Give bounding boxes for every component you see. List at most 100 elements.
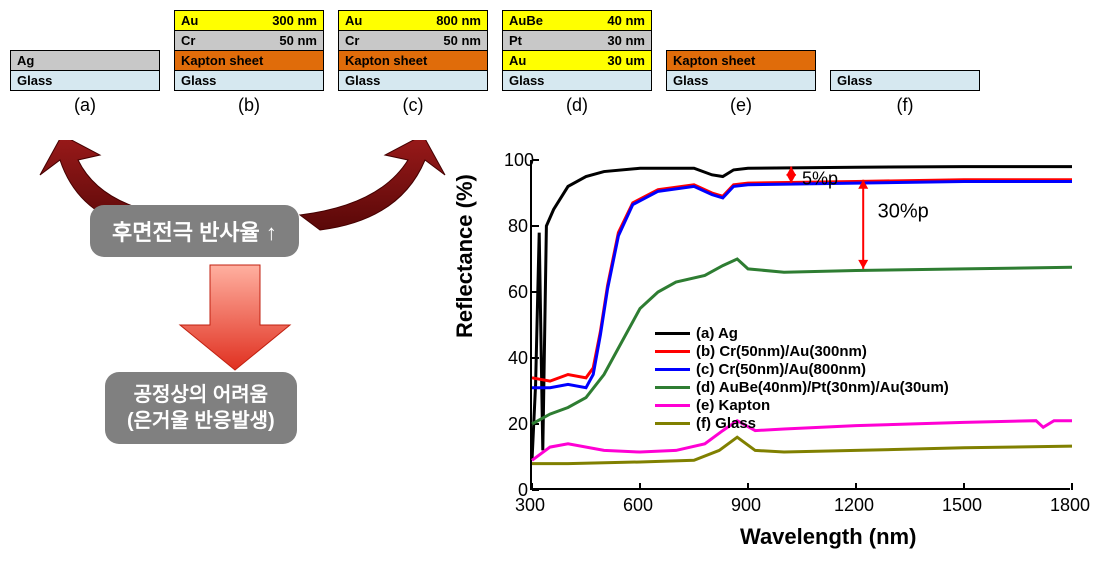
layer-material: Pt — [509, 33, 522, 48]
layer-material: Au — [345, 13, 362, 28]
legend-row: (a) Ag — [655, 325, 949, 342]
chart-legend: (a) Ag(b) Cr(50nm)/Au(300nm)(c) Cr(50nm)… — [655, 325, 949, 433]
layer-cr: Cr 50 nm — [175, 31, 323, 51]
stack-box: Glass — [830, 70, 980, 91]
layer-cr: Cr 50 nm — [339, 31, 487, 51]
ytick-label: 100 — [504, 150, 528, 171]
layer-aube: AuBe 40 nm — [503, 11, 651, 31]
layer-material: Glass — [181, 73, 216, 88]
xtick-label: 900 — [731, 495, 761, 516]
legend-label: (f) Glass — [696, 415, 756, 432]
stack-a: Ag Glass (a) — [10, 50, 160, 116]
layer-glass: Glass — [339, 71, 487, 90]
layer-pt: Pt 30 nm — [503, 31, 651, 51]
ytick-label: 60 — [504, 282, 528, 303]
layer-material: Au — [509, 53, 526, 68]
legend-row: (c) Cr(50nm)/Au(800nm) — [655, 361, 949, 378]
layer-material: Glass — [837, 73, 872, 88]
legend-row: (f) Glass — [655, 415, 949, 432]
legend-label: (e) Kapton — [696, 397, 770, 414]
layer-thickness: 50 nm — [279, 33, 317, 48]
legend-swatch — [655, 350, 690, 353]
layer-glass: Glass — [503, 71, 651, 90]
stack-d: AuBe 40 nm Pt 30 nm Au 30 um Glass (d) — [502, 10, 652, 116]
layer-material: Glass — [509, 73, 544, 88]
layer-thickness: 800 nm — [436, 13, 481, 28]
legend-label: (d) AuBe(40nm)/Pt(30nm)/Au(30um) — [696, 379, 949, 396]
layer-material: Cr — [345, 33, 359, 48]
layer-thickness: 40 nm — [607, 13, 645, 28]
bubble-difficulty: 공정상의 어려움 (은거울 반응발생) — [105, 372, 297, 444]
legend-swatch — [655, 404, 690, 407]
stack-box: Kapton sheet Glass — [666, 50, 816, 91]
layer-thickness: 30 um — [607, 53, 645, 68]
xtick-label: 300 — [515, 495, 545, 516]
legend-label: (c) Cr(50nm)/Au(800nm) — [696, 361, 866, 378]
layer-thickness: 30 nm — [607, 33, 645, 48]
stack-box: Au 300 nm Cr 50 nm Kapton sheet Glass — [174, 10, 324, 91]
legend-label: (a) Ag — [696, 325, 738, 342]
arrow-down — [180, 265, 290, 370]
legend-swatch — [655, 386, 690, 389]
bubble-reflectance: 후면전극 반사율 ↑ — [90, 205, 299, 257]
layer-material: Kapton sheet — [673, 53, 755, 68]
layer-kapton-sheet: Kapton sheet — [667, 51, 815, 71]
layer-thickness: 50 nm — [443, 33, 481, 48]
layer-thickness: 300 nm — [272, 13, 317, 28]
reflectance-chart: Reflectance (%) Wavelength (nm) 5%p30%p … — [460, 150, 1100, 550]
ytick-label: 80 — [504, 216, 528, 237]
layer-material: Kapton sheet — [345, 53, 427, 68]
layer-material: Glass — [673, 73, 708, 88]
annotation-5p: 5%p — [802, 169, 838, 189]
layer-glass: Glass — [175, 71, 323, 90]
stack-f: Glass (f) — [830, 70, 980, 116]
layer-kapton-sheet: Kapton sheet — [339, 51, 487, 71]
legend-swatch — [655, 368, 690, 371]
legend-swatch — [655, 422, 690, 425]
stack-c: Au 800 nm Cr 50 nm Kapton sheet Glass (c) — [338, 10, 488, 116]
layer-material: Au — [181, 13, 198, 28]
arrow-to-d — [300, 140, 445, 230]
stack-label: (f) — [897, 95, 914, 116]
layer-kapton-sheet: Kapton sheet — [175, 51, 323, 71]
bubble-difficulty-line1: 공정상의 어려움 — [127, 382, 275, 408]
legend-label: (b) Cr(50nm)/Au(300nm) — [696, 343, 867, 360]
stack-label: (a) — [74, 95, 96, 116]
ytick-label: 40 — [504, 348, 528, 369]
legend-row: (d) AuBe(40nm)/Pt(30nm)/Au(30um) — [655, 379, 949, 396]
layer-material: AuBe — [509, 13, 543, 28]
ytick-label: 20 — [504, 414, 528, 435]
annotation-30p: 30%p — [878, 201, 929, 223]
x-axis-label: Wavelength (nm) — [740, 524, 916, 550]
xtick-label: 1200 — [834, 495, 874, 516]
layer-au: Au 800 nm — [339, 11, 487, 31]
layer-au: Au 30 um — [503, 51, 651, 71]
stack-box: Ag Glass — [10, 50, 160, 91]
layer-material: Glass — [345, 73, 380, 88]
legend-row: (b) Cr(50nm)/Au(300nm) — [655, 343, 949, 360]
stacks-row: Ag Glass (a) Au 300 nm Cr 50 nm Kapton sheet Gla… — [0, 10, 1118, 116]
legend-row: (e) Kapton — [655, 397, 949, 414]
layer-glass: Glass — [667, 71, 815, 90]
stack-label: (d) — [566, 95, 588, 116]
xtick-label: 600 — [623, 495, 653, 516]
stack-label: (e) — [730, 95, 752, 116]
stack-label: (c) — [403, 95, 424, 116]
layer-material: Ag — [17, 53, 34, 68]
layer-material: Cr — [181, 33, 195, 48]
layer-material: Glass — [17, 73, 52, 88]
xtick-label: 1800 — [1050, 495, 1090, 516]
flow-area: 후면전극 반사율 ↑ 공정상의 어려움 (은거울 반응발생) — [20, 140, 450, 490]
layer-glass: Glass — [831, 71, 979, 90]
xtick-label: 1500 — [942, 495, 982, 516]
layer-au: Au 300 nm — [175, 11, 323, 31]
bubble-difficulty-line2: (은거울 반응발생) — [127, 408, 275, 434]
stack-box: AuBe 40 nm Pt 30 nm Au 30 um Glass — [502, 10, 652, 91]
layer-ag: Ag — [11, 51, 159, 71]
stack-label: (b) — [238, 95, 260, 116]
legend-swatch — [655, 332, 690, 335]
stack-e: Kapton sheet Glass (e) — [666, 50, 816, 116]
stack-b: Au 300 nm Cr 50 nm Kapton sheet Glass (b) — [174, 10, 324, 116]
layer-material: Kapton sheet — [181, 53, 263, 68]
layer-glass: Glass — [11, 71, 159, 90]
